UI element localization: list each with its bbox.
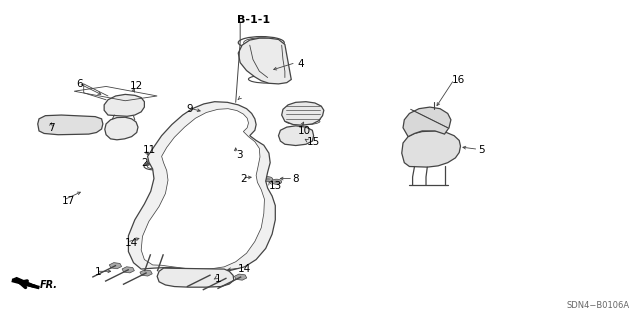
Polygon shape <box>157 268 234 287</box>
Polygon shape <box>12 278 39 288</box>
Polygon shape <box>278 126 314 145</box>
Text: SDN4−B0106A: SDN4−B0106A <box>566 301 630 310</box>
Circle shape <box>244 176 249 178</box>
Text: 14: 14 <box>125 238 138 248</box>
Polygon shape <box>157 252 169 258</box>
Text: 2: 2 <box>141 158 148 168</box>
Polygon shape <box>38 115 103 135</box>
Text: 2: 2 <box>240 174 247 183</box>
Ellipse shape <box>430 109 438 114</box>
Text: FR.: FR. <box>40 280 58 290</box>
Circle shape <box>271 179 282 184</box>
Text: 3: 3 <box>236 150 243 160</box>
Text: 4: 4 <box>298 59 304 69</box>
Text: 1: 1 <box>214 274 221 284</box>
Circle shape <box>251 176 261 181</box>
Text: 10: 10 <box>298 126 311 136</box>
Circle shape <box>159 161 169 166</box>
Text: 16: 16 <box>452 75 465 85</box>
Text: 7: 7 <box>49 123 55 133</box>
Text: 9: 9 <box>186 104 193 114</box>
Text: 5: 5 <box>478 145 485 155</box>
Text: 1: 1 <box>95 267 102 277</box>
Polygon shape <box>129 102 275 271</box>
Circle shape <box>150 161 156 163</box>
Circle shape <box>241 174 252 180</box>
Polygon shape <box>220 275 232 281</box>
Text: 8: 8 <box>292 174 298 184</box>
Polygon shape <box>238 38 291 84</box>
Text: 14: 14 <box>238 264 252 274</box>
Polygon shape <box>402 131 461 167</box>
Text: 6: 6 <box>76 79 83 89</box>
Polygon shape <box>105 117 138 140</box>
Text: 15: 15 <box>307 137 321 147</box>
Polygon shape <box>104 94 145 116</box>
Polygon shape <box>141 109 264 269</box>
Polygon shape <box>122 267 134 273</box>
Circle shape <box>265 178 270 181</box>
Circle shape <box>262 177 273 182</box>
Circle shape <box>253 177 259 180</box>
Polygon shape <box>403 107 451 137</box>
Text: 11: 11 <box>143 145 156 155</box>
Polygon shape <box>282 102 324 125</box>
Polygon shape <box>145 252 156 258</box>
Text: 12: 12 <box>130 81 143 92</box>
Text: B-1-1: B-1-1 <box>237 15 270 26</box>
Polygon shape <box>234 274 247 280</box>
Text: 17: 17 <box>61 196 75 206</box>
Circle shape <box>161 162 166 165</box>
Text: 13: 13 <box>269 181 282 190</box>
Polygon shape <box>109 263 122 269</box>
Circle shape <box>148 160 158 165</box>
Polygon shape <box>204 272 216 278</box>
Polygon shape <box>140 270 152 276</box>
Circle shape <box>274 181 279 183</box>
